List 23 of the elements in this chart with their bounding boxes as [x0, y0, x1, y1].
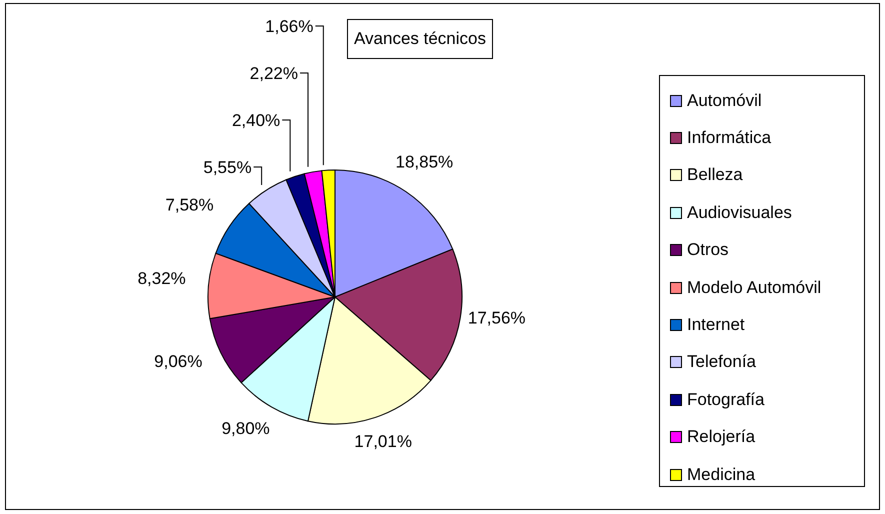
data-label: 9,06% — [154, 352, 202, 372]
legend-label: Modelo Automóvil — [687, 278, 822, 298]
legend-label: Internet — [687, 315, 745, 336]
data-label: 9,80% — [222, 419, 270, 438]
data-label: 18,85% — [395, 152, 454, 172]
legend-label: Belleza — [687, 165, 743, 186]
legend-label: Audiovisuales — [687, 202, 792, 223]
legend-label: Automóvil — [687, 90, 762, 111]
text: Avances técnicos — [347, 19, 493, 59]
data-label: 17,56% — [468, 308, 526, 328]
data-label: 2,40% — [232, 110, 280, 130]
legend-label: Relojería — [687, 427, 756, 448]
legend-label: Otros — [687, 240, 729, 260]
data-label: 1,66% — [265, 16, 314, 36]
data-label: 5,55% — [203, 158, 252, 177]
data-label: 17,01% — [354, 432, 412, 451]
legend-label: Fotografía — [687, 390, 764, 410]
data-label: 7,58% — [165, 196, 214, 215]
legend-label: Medicina — [687, 464, 756, 485]
legend-label: Informática — [687, 128, 772, 148]
data-label: 2,22% — [250, 64, 298, 83]
legend-label: Telefonía — [687, 352, 756, 372]
data-label: 8,32% — [138, 268, 186, 288]
